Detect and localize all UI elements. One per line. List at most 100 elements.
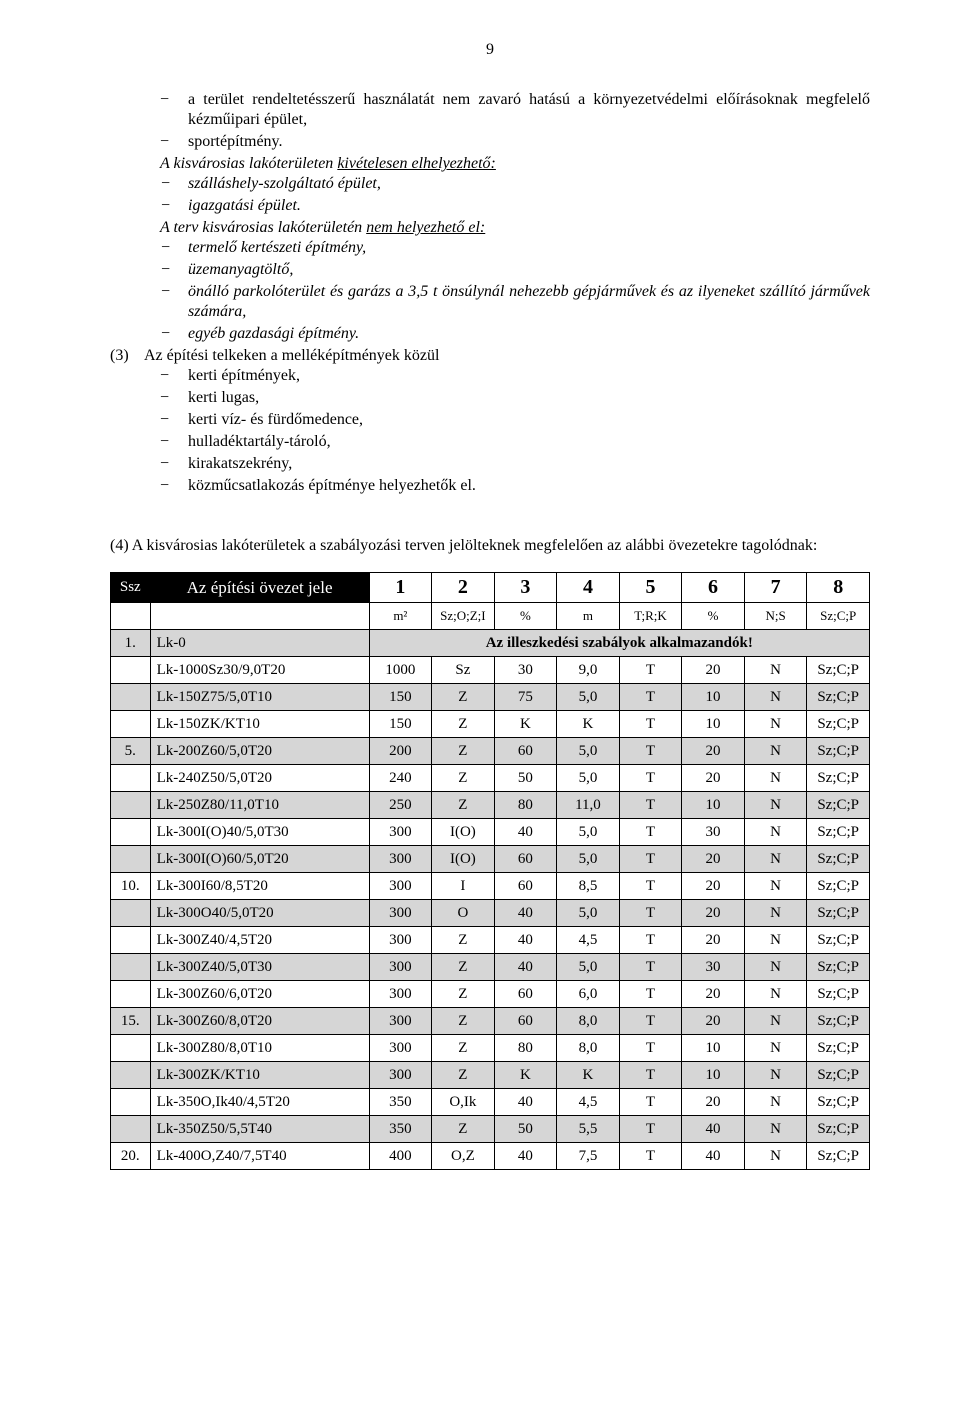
cell-ssz xyxy=(111,684,151,711)
cell-c3: 40 xyxy=(494,900,557,927)
list-item: kerti lugas, xyxy=(160,388,870,408)
cell-ssz xyxy=(111,954,151,981)
cell-c2: Z xyxy=(432,1008,495,1035)
cell-ssz xyxy=(111,846,151,873)
cell-c4: 5,0 xyxy=(557,765,620,792)
cell-c5: T xyxy=(619,765,682,792)
header2-c8: Sz;C;P xyxy=(807,603,870,630)
cell-c4: 5,0 xyxy=(557,954,620,981)
cell-c1: 300 xyxy=(369,981,432,1008)
cell-ssz xyxy=(111,1089,151,1116)
cell-c8: Sz;C;P xyxy=(807,765,870,792)
cell-c3: 40 xyxy=(494,954,557,981)
table-row: Lk-350Z50/5,5T40350Z505,5T40NSz;C;P xyxy=(111,1116,870,1143)
cell-c8: Sz;C;P xyxy=(807,684,870,711)
cell-ssz: 5. xyxy=(111,738,151,765)
cell-c6: 40 xyxy=(682,1143,745,1170)
cell-c2: I(O) xyxy=(432,846,495,873)
cell-c6: 30 xyxy=(682,819,745,846)
cell-c5: T xyxy=(619,738,682,765)
cell-c2: Z xyxy=(432,1035,495,1062)
header2-c1: m² xyxy=(369,603,432,630)
table-body: 1.Lk-0Az illeszkedési szabályok alkalmaz… xyxy=(111,630,870,1170)
header2-c6: % xyxy=(682,603,745,630)
cell-c5: T xyxy=(619,1008,682,1035)
page-number: 9 xyxy=(110,40,870,60)
cell-c7: N xyxy=(744,1035,807,1062)
cell-c7: N xyxy=(744,900,807,927)
cell-c7: N xyxy=(744,1062,807,1089)
cell-c2: Z xyxy=(432,711,495,738)
para2-bullet-list: szálláshely-szolgáltató épület, igazgatá… xyxy=(160,174,870,216)
table-row: Lk-300Z40/4,5T20300Z404,5T20NSz;C;P xyxy=(111,927,870,954)
cell-ssz xyxy=(111,1035,151,1062)
cell-c3: 50 xyxy=(494,1116,557,1143)
para3-bullet-list: termelő kertészeti építmény, üzemanyagtö… xyxy=(160,238,870,344)
cell-c3: K xyxy=(494,1062,557,1089)
header2-c5: T;R;K xyxy=(619,603,682,630)
cell-c6: 30 xyxy=(682,954,745,981)
cell-name: Lk-350Z50/5,5T40 xyxy=(150,1116,369,1143)
cell-ssz xyxy=(111,819,151,846)
list-item: kerti építmények, xyxy=(160,366,870,386)
cell-c5: T xyxy=(619,1143,682,1170)
cell-c3: 30 xyxy=(494,657,557,684)
list-item: szálláshely-szolgáltató épület, xyxy=(160,174,870,194)
para3-intro-underline: nem helyezhető el: xyxy=(366,219,485,236)
cell-c8: Sz;C;P xyxy=(807,1143,870,1170)
list-item: egyéb gazdasági építmény. xyxy=(160,324,870,344)
cell-c6: 20 xyxy=(682,657,745,684)
table-row: Lk-300O40/5,0T20300O405,0T20NSz;C;P xyxy=(111,900,870,927)
cell-c3: 40 xyxy=(494,1089,557,1116)
cell-c8: Sz;C;P xyxy=(807,819,870,846)
cell-c7: N xyxy=(744,657,807,684)
cell-c4: 8,0 xyxy=(557,1035,620,1062)
cell-c8: Sz;C;P xyxy=(807,1062,870,1089)
para2-intro: A kisvárosias lakóterületen kivételesen … xyxy=(160,154,870,174)
cell-c7: N xyxy=(744,1089,807,1116)
cell-c2: Sz xyxy=(432,657,495,684)
table-row: 20.Lk-400O,Z40/7,5T40400O,Z407,5T40NSz;C… xyxy=(111,1143,870,1170)
cell-ssz xyxy=(111,981,151,1008)
cell-c5: T xyxy=(619,1116,682,1143)
cell-c2: Z xyxy=(432,684,495,711)
cell-c1: 350 xyxy=(369,1116,432,1143)
cell-name: Lk-350O,Ik40/4,5T20 xyxy=(150,1089,369,1116)
cell-c6: 10 xyxy=(682,684,745,711)
cell-c1: 300 xyxy=(369,927,432,954)
cell-c2: O,Z xyxy=(432,1143,495,1170)
cell-c6: 40 xyxy=(682,1116,745,1143)
cell-c1: 200 xyxy=(369,738,432,765)
cell-c8: Sz;C;P xyxy=(807,792,870,819)
cell-c5: T xyxy=(619,684,682,711)
cell-ssz: 1. xyxy=(111,630,151,657)
cell-c6: 10 xyxy=(682,1062,745,1089)
cell-c4: 5,0 xyxy=(557,819,620,846)
cell-c8: Sz;C;P xyxy=(807,846,870,873)
cell-c6: 20 xyxy=(682,765,745,792)
cell-name: Lk-300I(O)40/5,0T30 xyxy=(150,819,369,846)
cell-c7: N xyxy=(744,738,807,765)
cell-c4: 5,0 xyxy=(557,846,620,873)
cell-c6: 10 xyxy=(682,711,745,738)
cell-c1: 350 xyxy=(369,1089,432,1116)
cell-c6: 20 xyxy=(682,1008,745,1035)
cell-c5: T xyxy=(619,1089,682,1116)
cell-c3: 40 xyxy=(494,927,557,954)
para3-text: Az építési telkeken a melléképítmények k… xyxy=(144,346,870,366)
cell-c4: 9,0 xyxy=(557,657,620,684)
cell-name: Lk-300Z60/6,0T20 xyxy=(150,981,369,1008)
cell-c8: Sz;C;P xyxy=(807,900,870,927)
para-num3-bullet-list: kerti építmények, kerti lugas, kerti víz… xyxy=(160,366,870,496)
cell-c7: N xyxy=(744,1143,807,1170)
para3-number: (3) xyxy=(110,346,144,366)
cell-c1: 300 xyxy=(369,819,432,846)
cell-name: Lk-300O40/5,0T20 xyxy=(150,900,369,927)
list-item: üzemanyagtöltő, xyxy=(160,260,870,280)
cell-ssz xyxy=(111,900,151,927)
cell-c7: N xyxy=(744,684,807,711)
cell-c3: 80 xyxy=(494,792,557,819)
cell-c2: I xyxy=(432,873,495,900)
cell-c5: T xyxy=(619,792,682,819)
cell-c6: 20 xyxy=(682,846,745,873)
